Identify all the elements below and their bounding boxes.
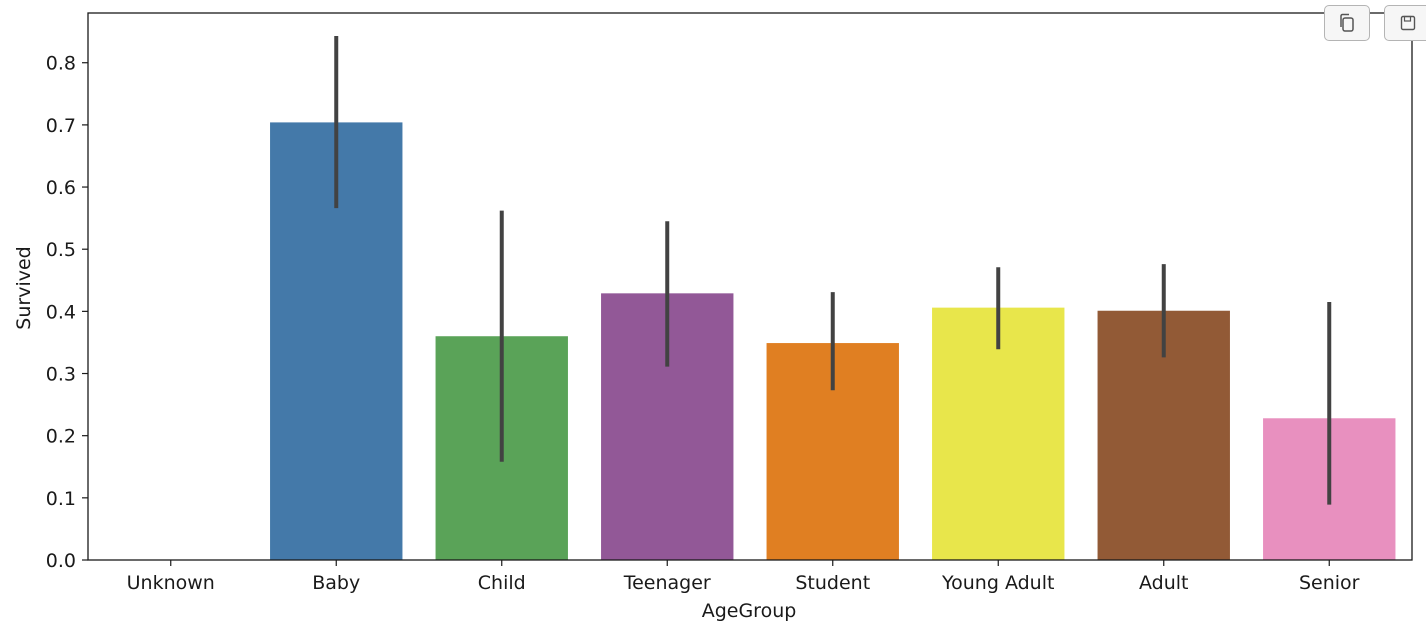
error-bars-group (334, 35, 1332, 505)
x-tick-label: Student (795, 572, 870, 594)
y-tick-label: 0.4 (46, 301, 76, 323)
bar-young-adult (932, 307, 1065, 560)
y-tick-label: 0.8 (46, 53, 76, 75)
y-tick-label: 0.5 (46, 239, 76, 261)
y-tick-label: 0.1 (46, 488, 76, 510)
x-tick-label: Senior (1299, 572, 1360, 594)
x-tick-label: Baby (312, 572, 360, 594)
x-tick-label: Unknown (127, 572, 215, 594)
y-tick-label: 0.6 (46, 177, 76, 199)
x-axis-label: AgeGroup (702, 600, 797, 622)
save-button[interactable] (1384, 5, 1426, 41)
plot-frame (87, 12, 1413, 561)
x-tick-label: Teenager (623, 572, 711, 594)
y-tick-label: 0.3 (46, 364, 76, 386)
x-tick-label: Adult (1139, 572, 1189, 594)
y-axis: 0.0 0.1 0.2 0.3 0.4 0.5 0.6 0.7 0.8 (46, 53, 88, 572)
x-tick-label: Child (478, 572, 526, 594)
y-tick-label: 0.0 (46, 550, 76, 572)
x-tick-label: Young Adult (941, 572, 1054, 594)
copy-icon (1340, 13, 1354, 32)
y-axis-label: Survived (13, 246, 35, 329)
x-axis: Unknown Baby Child Teenager Student Young Adu… (127, 560, 1360, 594)
y-tick-label: 0.2 (46, 426, 76, 448)
copy-button[interactable] (1324, 5, 1370, 41)
y-tick-label: 0.7 (46, 115, 76, 137)
save-icon (1400, 15, 1416, 31)
